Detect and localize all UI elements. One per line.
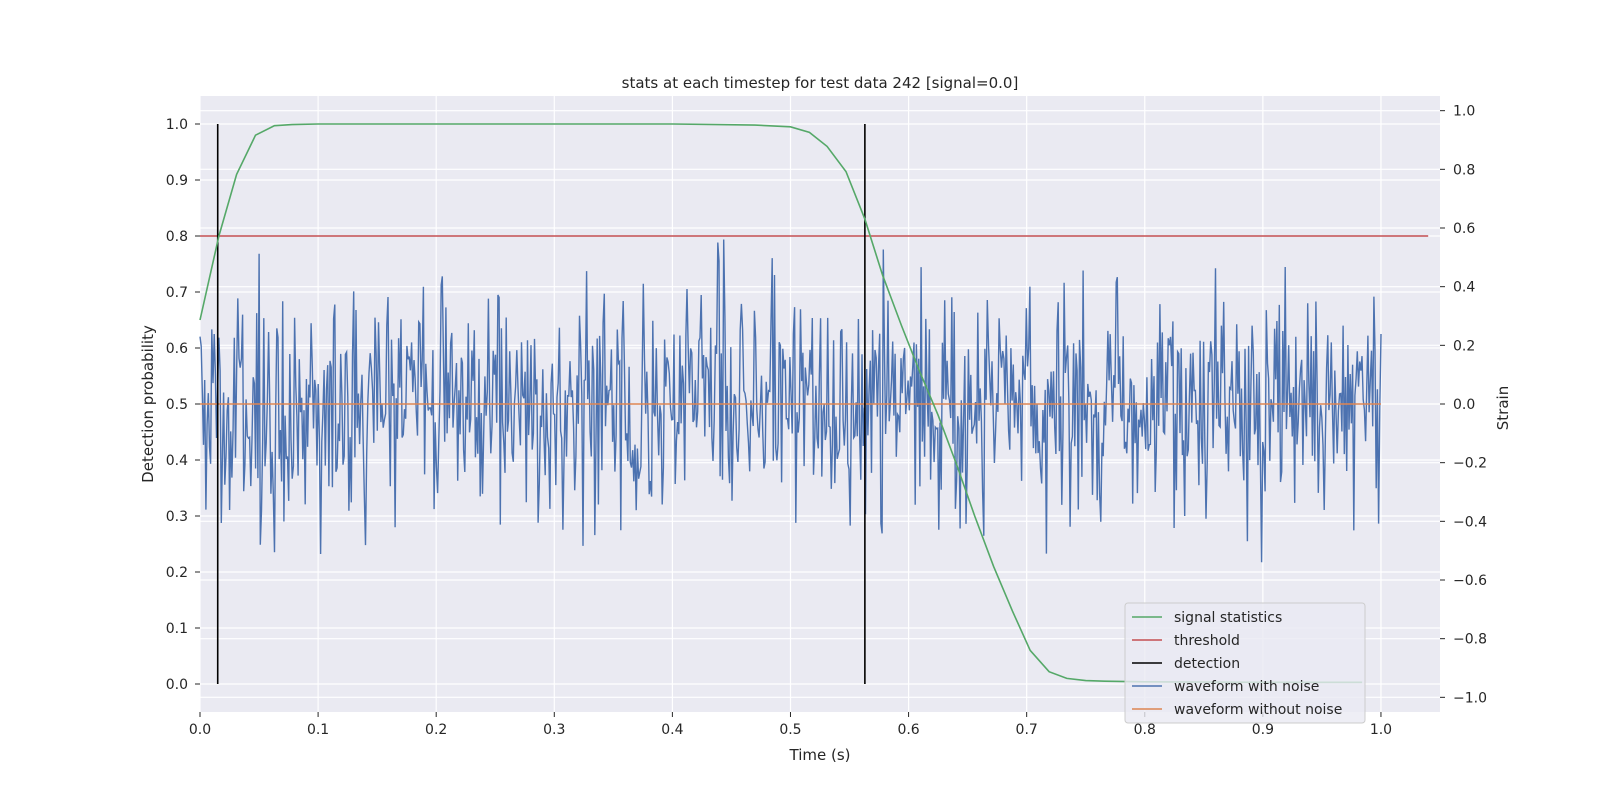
y-axis-label-right: Strain	[1494, 386, 1512, 430]
y-left-tick-label: 0.8	[166, 229, 188, 245]
y-right-tick-label: −1.0	[1453, 690, 1487, 706]
series-signal-statistics	[199, 123, 1363, 684]
y-left-tick-label: 0.4	[166, 453, 188, 469]
x-tick-label: 0.1	[307, 722, 329, 738]
y-right-tick-label: 0.8	[1453, 162, 1475, 178]
y-right-tick-label: −0.6	[1453, 573, 1487, 589]
chart-title: stats at each timestep for test data 242…	[622, 74, 1019, 92]
legend: signal statistics threshold detection wa…	[1124, 602, 1366, 724]
ticks-layer: 0.0 0.1 0.2 0.3 0.4 0.5 0.6 0.7 0.8 0.9 1.0 0.0 0.1 0…	[166, 104, 1487, 738]
legend-label-waveform-with-noise: waveform with noise	[1174, 679, 1319, 695]
y-right-tick-label: 1.0	[1453, 104, 1475, 120]
y-right-tick-label: 0.2	[1453, 338, 1475, 354]
x-tick-label: 0.7	[1016, 722, 1038, 738]
x-tick-label: 0.4	[661, 722, 683, 738]
y-right-tick-label: 0.0	[1453, 397, 1475, 413]
y-left-tick-label: 0.5	[166, 397, 188, 413]
y-left-tick-label: 0.1	[166, 621, 188, 637]
legend-label-detection: detection	[1174, 656, 1240, 672]
series-layer	[199, 123, 1429, 684]
x-tick-label: 0.8	[1134, 722, 1156, 738]
x-axis-label: Time (s)	[789, 746, 851, 764]
y-left-tick-label: 0.6	[166, 341, 188, 357]
legend-label-signal-statistics: signal statistics	[1174, 610, 1282, 626]
legend-label-waveform-without-noise: waveform without noise	[1174, 702, 1342, 718]
y-left-tick-label: 0.0	[166, 677, 188, 693]
y-right-tick-label: 0.6	[1453, 221, 1475, 237]
y-axis-label-left: Detection probability	[139, 325, 157, 483]
x-tick-label: 0.5	[779, 722, 801, 738]
y-left-tick-label: 0.2	[166, 565, 188, 581]
x-tick-label: 0.9	[1252, 722, 1274, 738]
y-left-tick-label: 0.3	[166, 509, 188, 525]
noise-layer	[199, 239, 1382, 563]
y-right-tick-label: 0.4	[1453, 280, 1475, 296]
y-right-tick-label: −0.2	[1453, 456, 1487, 472]
y-right-tick-label: −0.8	[1453, 632, 1487, 648]
x-tick-label: 1.0	[1370, 722, 1392, 738]
y-left-tick-label: 0.7	[166, 285, 188, 301]
legend-box	[1124, 602, 1366, 724]
legend-label-threshold: threshold	[1174, 633, 1240, 649]
x-tick-label: 0.0	[189, 722, 211, 738]
x-tick-label: 0.2	[425, 722, 447, 738]
x-tick-label: 0.3	[543, 722, 565, 738]
x-tick-label: 0.6	[897, 722, 919, 738]
y-left-tick-label: 0.9	[166, 173, 188, 189]
y-left-tick-label: 1.0	[166, 117, 188, 133]
series-waveform-with-noise	[199, 239, 1382, 563]
y-right-tick-label: −0.4	[1453, 514, 1487, 530]
